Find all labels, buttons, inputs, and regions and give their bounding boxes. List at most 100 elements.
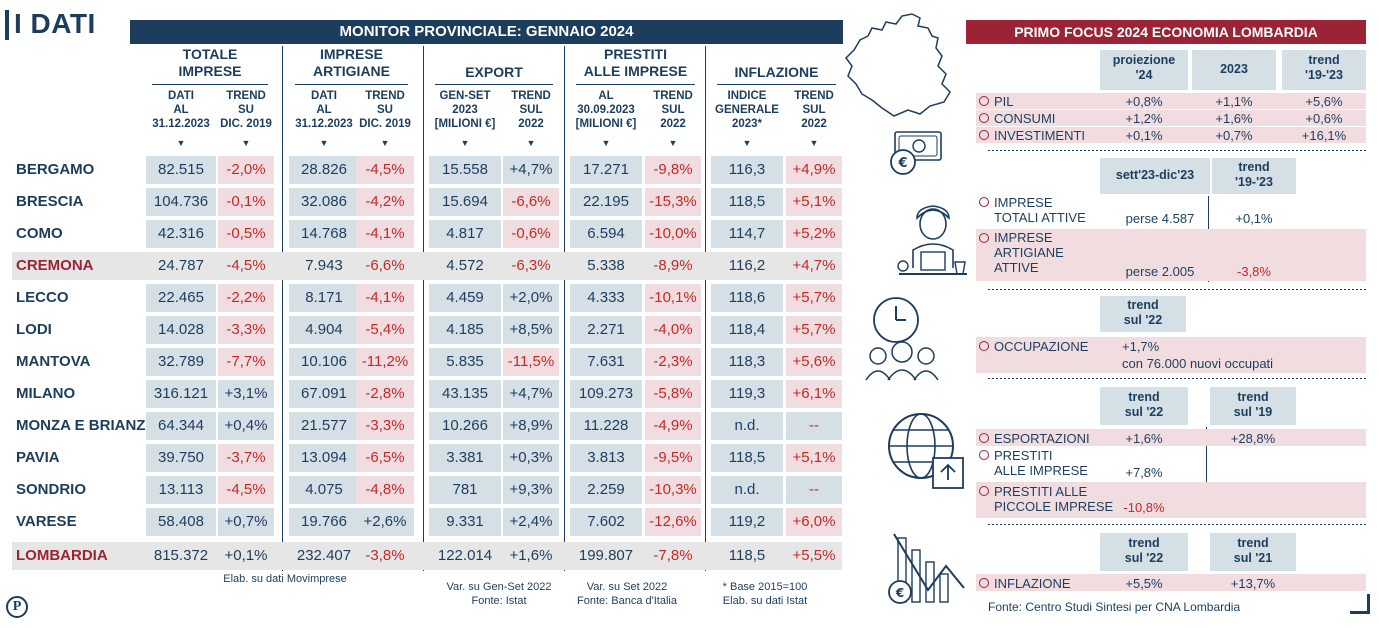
table-cell: 4.459 bbox=[429, 284, 501, 312]
cell-value: 118,5 bbox=[728, 193, 766, 210]
section-separator bbox=[988, 378, 1366, 379]
cell-value: 14.028 bbox=[158, 321, 204, 338]
clock-people-icon bbox=[865, 297, 939, 381]
cell-value: -15,3% bbox=[649, 193, 697, 210]
cell-value: 17.271 bbox=[583, 161, 629, 178]
province-name: COMO bbox=[16, 225, 63, 242]
focus-row-value: +28,8% bbox=[1230, 431, 1276, 446]
cell-value: 6.594 bbox=[587, 225, 625, 242]
focus-row-label: PRESTITI ALLE IMPRESE bbox=[994, 448, 1088, 478]
table-cell: -4,1% bbox=[356, 220, 414, 248]
cell-value: -4,5% bbox=[226, 481, 266, 498]
focus-header: trend sul '22 bbox=[1100, 387, 1188, 425]
cell-value: -4,0% bbox=[653, 321, 693, 338]
cell-value: -9,8% bbox=[653, 161, 693, 178]
column-divider bbox=[564, 46, 565, 571]
cell-value: -2,3% bbox=[653, 353, 693, 370]
bullet-circle-icon bbox=[979, 450, 989, 460]
focus-row-label: OCCUPAZIONE bbox=[994, 339, 1089, 354]
focus-row-band bbox=[976, 482, 1366, 518]
table-cell: 14.768 bbox=[289, 220, 359, 248]
cell-value: -2,8% bbox=[365, 385, 405, 402]
cell-value: 15.558 bbox=[442, 161, 488, 178]
focus-header: trend sul '22 bbox=[1100, 533, 1188, 571]
province-name: LODI bbox=[16, 321, 52, 338]
cell-value: +5,1% bbox=[792, 449, 836, 466]
table-cell: -3,8% bbox=[356, 542, 414, 570]
column-header: GEN-SET 2023 [MILIONI €] bbox=[434, 90, 496, 130]
arrow-down-icon: ▼ bbox=[601, 138, 611, 148]
bullet-circle-icon bbox=[979, 341, 989, 351]
province-name: LECCO bbox=[16, 289, 69, 306]
bullet-circle-icon bbox=[979, 113, 989, 123]
cell-value: +8,5% bbox=[509, 321, 553, 338]
focus-row-band bbox=[976, 574, 1366, 591]
table-cell: -2,2% bbox=[218, 284, 274, 312]
table-cell: +0,3% bbox=[503, 444, 559, 472]
cell-value: 67.091 bbox=[301, 385, 347, 402]
cell-value: 19.766 bbox=[301, 513, 347, 530]
cell-value: 24.787 bbox=[158, 257, 204, 274]
focus-row-band bbox=[976, 110, 1366, 126]
corner-mark bbox=[1350, 594, 1370, 614]
cell-value: 10.106 bbox=[301, 353, 347, 370]
table-cell: -10,1% bbox=[645, 284, 701, 312]
cell-value: +8,9% bbox=[509, 417, 553, 434]
cell-value: 119,3 bbox=[728, 385, 766, 402]
cell-value: 7.602 bbox=[587, 513, 625, 530]
focus-row-value: +5,6% bbox=[1305, 94, 1343, 109]
cell-value: 21.577 bbox=[301, 417, 347, 434]
focus-row-value: +1,2% bbox=[1125, 111, 1163, 126]
table-cell: -4,5% bbox=[218, 476, 274, 504]
table-cell: 4.904 bbox=[289, 316, 359, 344]
cell-value: -4,2% bbox=[365, 193, 405, 210]
cell-value: 11.228 bbox=[583, 417, 629, 434]
cell-value: 118,5 bbox=[728, 547, 766, 564]
table-cell: 118,4 bbox=[711, 316, 783, 344]
table-cell: +5,7% bbox=[786, 316, 842, 344]
cell-value: 104.736 bbox=[153, 193, 209, 210]
artisan-icon bbox=[897, 205, 967, 275]
cell-value: -3,3% bbox=[226, 321, 266, 338]
table-cell: 19.766 bbox=[289, 508, 359, 536]
cell-value: 5.835 bbox=[446, 353, 484, 370]
column-divider bbox=[705, 46, 706, 571]
cell-value: 4.904 bbox=[305, 321, 343, 338]
focus-row-label: ESPORTAZIONI bbox=[994, 431, 1090, 446]
table-cell: 6.594 bbox=[570, 220, 642, 248]
focus-header: trend '19-'23 bbox=[1212, 158, 1296, 194]
cell-value: 116,2 bbox=[728, 257, 766, 274]
table-cell: 13.113 bbox=[146, 476, 216, 504]
column-header: TREND SU DIC. 2019 bbox=[220, 90, 272, 130]
table-cell: +2,0% bbox=[503, 284, 559, 312]
cell-value: +4,7% bbox=[509, 385, 553, 402]
table-cell: -7,7% bbox=[218, 348, 274, 376]
province-name: LOMBARDIA bbox=[16, 547, 108, 564]
focus-row-value: +13,7% bbox=[1230, 576, 1276, 591]
table-cell: 3.381 bbox=[429, 444, 501, 472]
table-cell: +4,7% bbox=[786, 252, 842, 280]
table-cell: +9,3% bbox=[503, 476, 559, 504]
table-cell: -4,5% bbox=[356, 156, 414, 184]
province-name: PAVIA bbox=[16, 449, 60, 466]
cell-value: -10,1% bbox=[649, 289, 697, 306]
focus-header: trend sul '21 bbox=[1210, 533, 1296, 571]
cell-value: +5,1% bbox=[792, 193, 836, 210]
table-cell: -5,4% bbox=[356, 316, 414, 344]
group-underline bbox=[576, 84, 695, 85]
table-cell: 32.789 bbox=[146, 348, 216, 376]
focus-header: trend sul '22 bbox=[1100, 296, 1186, 332]
table-cell: 4.817 bbox=[429, 220, 501, 248]
cell-value: 2.259 bbox=[587, 481, 625, 498]
cell-value: -4,1% bbox=[365, 289, 405, 306]
cell-value: 39.750 bbox=[158, 449, 204, 466]
group-title: EXPORT bbox=[465, 64, 523, 80]
table-cell: 8.171 bbox=[289, 284, 359, 312]
cell-value: 14.768 bbox=[301, 225, 347, 242]
table-cell: +6,1% bbox=[786, 380, 842, 408]
cell-value: 2.271 bbox=[587, 321, 625, 338]
focus-header: trend '19-'23 bbox=[1282, 50, 1366, 90]
focus-row-value: +0,8% bbox=[1125, 94, 1163, 109]
cell-value: +2,6% bbox=[363, 513, 407, 530]
column-divider bbox=[423, 46, 424, 571]
